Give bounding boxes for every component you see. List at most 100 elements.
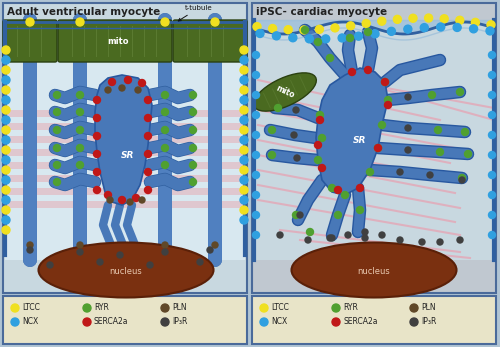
Circle shape xyxy=(378,121,386,128)
Circle shape xyxy=(124,76,132,84)
Text: LTCC: LTCC xyxy=(22,304,40,313)
Circle shape xyxy=(2,196,10,204)
Circle shape xyxy=(162,249,168,255)
Circle shape xyxy=(2,166,10,174)
Circle shape xyxy=(328,185,336,192)
Circle shape xyxy=(362,229,368,235)
Bar xyxy=(3,3,247,293)
Circle shape xyxy=(2,136,10,144)
Circle shape xyxy=(334,186,342,194)
Circle shape xyxy=(54,109,60,116)
Circle shape xyxy=(2,106,10,114)
Circle shape xyxy=(260,304,268,312)
Bar xyxy=(5,20,245,260)
Circle shape xyxy=(436,23,444,31)
Circle shape xyxy=(306,229,314,236)
Circle shape xyxy=(94,151,100,158)
Circle shape xyxy=(488,111,496,118)
Circle shape xyxy=(338,34,346,42)
Circle shape xyxy=(289,34,297,42)
Circle shape xyxy=(252,152,260,159)
Circle shape xyxy=(190,161,196,169)
Circle shape xyxy=(458,175,466,181)
Circle shape xyxy=(190,144,196,152)
Circle shape xyxy=(240,86,248,94)
Circle shape xyxy=(253,23,261,31)
Circle shape xyxy=(388,27,396,35)
Circle shape xyxy=(135,87,141,93)
Circle shape xyxy=(2,156,10,164)
Text: nucleus: nucleus xyxy=(358,268,390,277)
Circle shape xyxy=(76,92,84,99)
Circle shape xyxy=(252,212,260,219)
Bar xyxy=(5,136,245,143)
Circle shape xyxy=(427,172,433,178)
Circle shape xyxy=(316,25,324,33)
Circle shape xyxy=(104,192,112,198)
Circle shape xyxy=(94,133,100,139)
Circle shape xyxy=(54,127,60,134)
Circle shape xyxy=(302,26,308,34)
Circle shape xyxy=(190,109,196,116)
Circle shape xyxy=(252,192,260,198)
Circle shape xyxy=(144,115,152,121)
Bar xyxy=(5,162,245,169)
Circle shape xyxy=(240,76,248,84)
Circle shape xyxy=(456,88,464,95)
Circle shape xyxy=(207,247,213,253)
Circle shape xyxy=(161,18,169,26)
Bar xyxy=(3,296,247,344)
Circle shape xyxy=(382,78,388,85)
Circle shape xyxy=(256,29,264,37)
Text: mito: mito xyxy=(274,84,295,100)
Circle shape xyxy=(428,92,436,99)
Text: SERCA2a: SERCA2a xyxy=(343,318,378,327)
Bar xyxy=(252,3,496,293)
Circle shape xyxy=(488,92,496,99)
Bar xyxy=(5,123,245,130)
Circle shape xyxy=(354,32,362,40)
Circle shape xyxy=(94,169,100,176)
Circle shape xyxy=(318,135,326,142)
Circle shape xyxy=(300,26,308,34)
Circle shape xyxy=(379,232,385,238)
Circle shape xyxy=(105,87,111,93)
Circle shape xyxy=(240,186,248,194)
Circle shape xyxy=(77,242,83,248)
Circle shape xyxy=(108,78,116,85)
Circle shape xyxy=(76,127,84,134)
Circle shape xyxy=(314,156,322,163)
Bar xyxy=(252,296,496,344)
FancyBboxPatch shape xyxy=(173,20,247,62)
Circle shape xyxy=(318,164,326,171)
Text: nucleus: nucleus xyxy=(110,268,142,277)
Circle shape xyxy=(397,169,403,175)
Circle shape xyxy=(306,35,314,43)
Circle shape xyxy=(268,152,276,159)
Circle shape xyxy=(162,242,168,248)
Circle shape xyxy=(453,24,461,32)
Circle shape xyxy=(456,16,464,24)
Text: SR: SR xyxy=(354,135,366,144)
Circle shape xyxy=(240,56,248,64)
Circle shape xyxy=(190,92,196,99)
Circle shape xyxy=(292,212,300,219)
Circle shape xyxy=(240,146,248,154)
Circle shape xyxy=(322,35,330,43)
Circle shape xyxy=(410,318,418,326)
Circle shape xyxy=(94,96,100,103)
Circle shape xyxy=(54,92,60,99)
Polygon shape xyxy=(254,73,316,111)
Circle shape xyxy=(162,161,168,169)
Circle shape xyxy=(11,318,19,326)
Circle shape xyxy=(488,51,496,59)
Circle shape xyxy=(487,21,495,29)
Circle shape xyxy=(346,22,354,30)
Circle shape xyxy=(419,239,425,245)
Circle shape xyxy=(76,161,84,169)
Bar xyxy=(5,188,245,195)
Circle shape xyxy=(144,151,152,158)
Circle shape xyxy=(240,46,248,54)
Circle shape xyxy=(2,66,10,74)
Circle shape xyxy=(144,169,152,176)
